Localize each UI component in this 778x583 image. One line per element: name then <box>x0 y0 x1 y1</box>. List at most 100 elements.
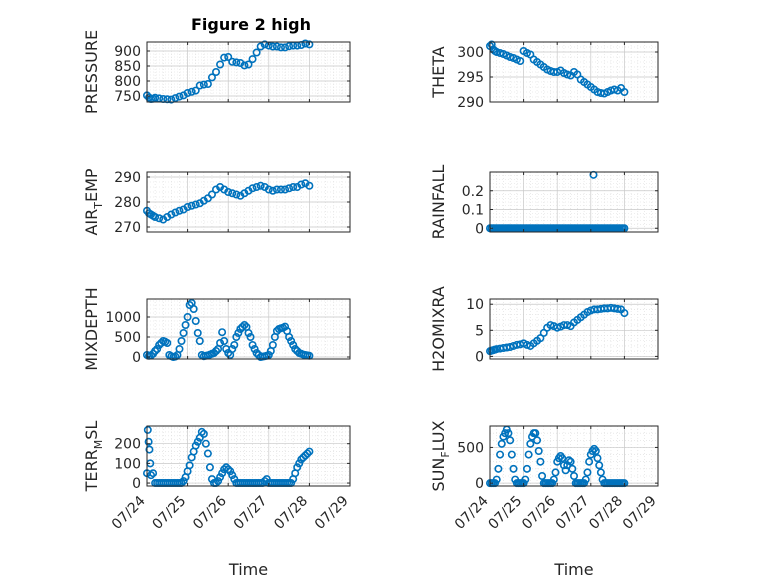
data-point <box>153 344 162 353</box>
data-point <box>583 468 592 477</box>
data-point <box>191 316 200 325</box>
y-tick-label: 0.2 <box>462 184 484 200</box>
data-point <box>175 344 184 353</box>
data-point <box>536 457 545 466</box>
data-point <box>228 344 237 353</box>
y-axis-label: MIXDEPTH <box>82 287 101 370</box>
subplot-terr_msl: 0 100 200 07/24 07/25 07/26 07/27 07/28 07/29 TER… <box>82 421 352 579</box>
data-point <box>281 185 290 194</box>
data-point <box>216 338 225 347</box>
axes-box <box>146 298 351 360</box>
data-point <box>244 328 253 337</box>
data-point <box>238 322 247 331</box>
data-point <box>581 475 590 484</box>
data-point <box>303 449 312 458</box>
data-point <box>522 464 531 473</box>
data-point <box>591 446 600 455</box>
x-axis-label: Time <box>228 560 268 579</box>
y-tick-label: 295 <box>457 70 484 86</box>
data-point <box>228 471 237 480</box>
y-tick-label: 0 <box>475 476 484 492</box>
data-point <box>195 336 204 345</box>
data-point <box>569 471 578 480</box>
data-point <box>191 86 200 95</box>
y-tick-label: 100 <box>114 456 141 472</box>
y-tick-label: 0 <box>475 349 484 365</box>
data-point <box>268 340 277 349</box>
data-point <box>487 40 496 49</box>
data-point <box>144 437 153 446</box>
data-point <box>281 322 290 331</box>
data-point <box>145 445 154 454</box>
data-point <box>272 42 281 51</box>
data-point <box>226 467 235 476</box>
y-axis-label-main: RAINFALL <box>429 165 448 240</box>
y-tick-label: 1000 <box>105 310 141 326</box>
y-axis-label-main: MIXDEPTH <box>82 287 101 370</box>
data-point <box>295 459 304 468</box>
y-axis-label-subscript: M <box>92 440 105 450</box>
data-point <box>287 336 296 345</box>
data-point <box>289 183 298 192</box>
data-point <box>268 42 277 51</box>
data-point <box>193 328 202 337</box>
y-axis-label-tail: EMP <box>82 168 101 202</box>
data-point <box>564 456 573 465</box>
y-tick-label: 750 <box>114 89 141 105</box>
y-tick-label: 200 <box>114 437 141 453</box>
series-markers <box>143 298 314 361</box>
data-point <box>216 473 225 482</box>
data-point <box>497 439 506 448</box>
y-axis-label-main: AIR <box>82 209 101 236</box>
data-point <box>195 81 204 90</box>
y-tick-label: 270 <box>114 220 141 236</box>
data-point <box>177 336 186 345</box>
tick-marks <box>489 299 659 359</box>
data-point <box>285 332 294 341</box>
tick-marks <box>146 426 351 486</box>
data-point <box>155 214 164 223</box>
data-point <box>175 92 184 101</box>
data-point <box>246 332 255 341</box>
data-point <box>183 89 192 98</box>
data-point <box>620 309 629 318</box>
y-tick-label: 900 <box>114 44 141 60</box>
data-point <box>151 213 160 222</box>
data-point <box>492 475 501 484</box>
data-point <box>507 450 516 459</box>
data-point <box>163 95 172 104</box>
series-markers <box>485 40 629 98</box>
x-tick-label: 07/26 <box>190 493 230 533</box>
x-tick-label: 07/25 <box>150 493 190 533</box>
x-tick-label: 07/24 <box>109 493 149 533</box>
data-point <box>209 348 218 357</box>
data-point <box>252 348 261 357</box>
data-point <box>143 425 152 434</box>
data-point <box>526 439 535 448</box>
subplot-h2omixra: 0 5 10 H2OMIXRA <box>429 286 659 372</box>
data-point <box>509 464 518 473</box>
data-point <box>187 201 196 210</box>
data-point <box>187 87 196 96</box>
tick-marks <box>146 299 351 359</box>
data-point <box>171 208 180 217</box>
figure-title: Figure 2 high <box>191 15 311 34</box>
data-point <box>276 43 285 52</box>
data-point <box>185 461 194 470</box>
data-point <box>207 190 216 199</box>
data-point <box>155 340 164 349</box>
tick-marks <box>146 42 351 102</box>
y-axis-label: RAINFALL <box>429 165 448 240</box>
tick-marks <box>489 426 659 486</box>
data-point <box>563 70 572 79</box>
data-point <box>222 463 231 472</box>
data-point <box>305 181 314 190</box>
data-point <box>179 477 188 486</box>
y-tick-label: 800 <box>114 74 141 90</box>
data-point <box>248 55 257 64</box>
data-point <box>492 47 501 56</box>
y-axis-label-main: TERR <box>82 449 101 492</box>
